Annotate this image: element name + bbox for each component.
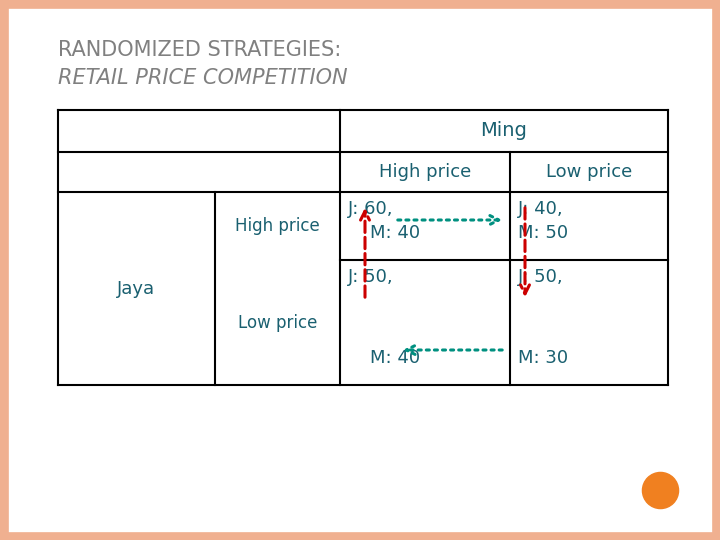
Text: J: 60,: J: 60, <box>348 200 394 218</box>
Text: Jaya: Jaya <box>117 280 156 298</box>
Text: High price: High price <box>379 163 471 181</box>
Text: Low price: Low price <box>546 163 632 181</box>
Text: J: 40,: J: 40, <box>518 200 564 218</box>
Text: RETAIL PRICE COMPETITION: RETAIL PRICE COMPETITION <box>58 68 348 88</box>
Text: High price: High price <box>235 217 320 235</box>
Text: M: 40: M: 40 <box>370 224 420 242</box>
Text: J: 50,: J: 50, <box>518 268 564 286</box>
Text: M: 40: M: 40 <box>370 349 420 367</box>
Text: Ming: Ming <box>480 122 528 140</box>
Text: J: 50,: J: 50, <box>348 268 394 286</box>
Text: M: 30: M: 30 <box>518 349 568 367</box>
Text: RANDOMIZED STRATEGIES:: RANDOMIZED STRATEGIES: <box>58 40 341 60</box>
Text: Low price: Low price <box>238 314 318 332</box>
Text: M: 50: M: 50 <box>518 224 568 242</box>
